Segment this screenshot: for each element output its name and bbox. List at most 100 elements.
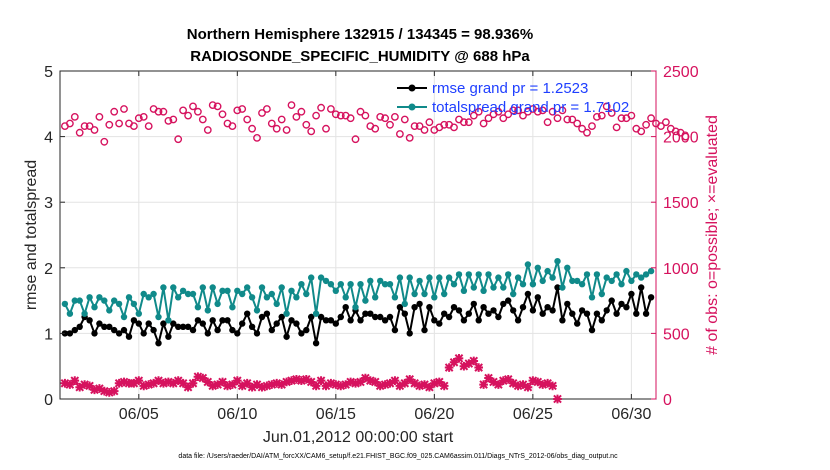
obs_evaluated-marker	[538, 380, 548, 389]
obs_possible-marker	[336, 111, 345, 120]
obs_possible-marker	[184, 111, 193, 120]
y-right-tick-label: 1000	[663, 261, 699, 278]
rmse-point	[519, 304, 527, 311]
obs_evaluated-marker	[213, 380, 222, 389]
obs_evaluated-marker	[297, 376, 306, 385]
rmse-point	[120, 326, 128, 334]
totalspread-point	[244, 284, 251, 291]
totalspread-point	[574, 277, 581, 285]
rmse-point	[544, 304, 551, 311]
totalspread-point	[278, 284, 285, 291]
totalspread-point	[647, 267, 655, 275]
totalspread-point	[362, 297, 369, 304]
obs_evaluated-marker	[178, 378, 188, 388]
footnote-data-file: data file: /Users/raeder/DAI/ATM_forcXX/…	[178, 453, 618, 460]
obs_possible-marker	[499, 114, 508, 123]
totalspread-point	[288, 287, 295, 294]
obs_evaluated-marker	[439, 381, 449, 391]
obs_evaluated-marker	[543, 378, 552, 388]
obs_possible-marker	[218, 110, 227, 119]
totalspread-point	[401, 300, 408, 308]
obs_possible-marker	[233, 106, 242, 115]
rmse-point	[588, 326, 596, 334]
rmse-point	[283, 333, 290, 340]
obs_possible-marker	[144, 122, 153, 131]
rmse-point	[514, 317, 522, 324]
obs_possible-marker	[607, 109, 616, 117]
x-axis-label: Jun.01,2012 00:00:00 start	[263, 429, 454, 446]
rmse-point	[386, 313, 394, 321]
x-tick-label: 06/15	[316, 406, 356, 423]
obs_evaluated-marker	[494, 380, 503, 389]
totalspread-point	[367, 277, 374, 285]
rmse-point	[377, 313, 384, 321]
y-right-tick-label: 500	[663, 326, 690, 343]
obs_possible-marker	[356, 107, 365, 116]
obs_evaluated-marker	[415, 381, 424, 391]
x-tick-label: 06/20	[414, 406, 454, 423]
obs_evaluated-marker	[198, 373, 208, 383]
obs_possible-marker	[110, 107, 119, 116]
rmse-point	[633, 310, 640, 317]
totalspread-point	[219, 287, 226, 294]
totalspread-point	[248, 294, 256, 301]
obs_possible-marker	[322, 124, 330, 133]
rmse-point	[564, 300, 571, 308]
totalspread-point	[475, 271, 482, 278]
obs_possible-marker	[213, 102, 222, 111]
obs_evaluated-marker	[134, 376, 144, 385]
legend-spread-marker	[408, 103, 416, 111]
rmse-point	[396, 304, 404, 311]
totalspread-point	[603, 274, 610, 281]
y-right-tick-label: 2000	[663, 130, 699, 147]
totalspread-point	[480, 287, 487, 294]
obs_evaluated-marker	[375, 381, 385, 391]
totalspread-point	[263, 294, 271, 301]
obs_possible-marker	[381, 114, 389, 123]
totalspread-point	[61, 300, 69, 308]
totalspread-point	[460, 287, 468, 294]
totalspread-point	[416, 277, 423, 285]
rmse-point	[165, 333, 172, 340]
obs_possible-marker	[548, 107, 557, 116]
totalspread-point	[155, 313, 162, 321]
rmse-point	[559, 317, 566, 324]
totalspread-point	[130, 300, 138, 308]
rmse-point	[401, 310, 408, 317]
rmse-point	[91, 330, 98, 337]
obs_evaluated-marker	[365, 376, 375, 385]
totalspread-point	[150, 290, 157, 298]
rmse-point	[391, 326, 399, 334]
obs_evaluated-marker	[370, 377, 380, 387]
totalspread-point	[593, 271, 601, 278]
totalspread-point	[583, 271, 591, 278]
rmse-point	[490, 307, 497, 314]
obs_possible-marker	[415, 122, 424, 131]
rmse-point	[623, 304, 630, 311]
rmse-point	[603, 307, 610, 314]
obs_evaluated-marker	[420, 380, 429, 389]
obs_evaluated-marker	[242, 378, 252, 388]
obs_evaluated-marker	[223, 381, 232, 391]
totalspread-point	[588, 294, 596, 301]
totalspread-point	[273, 300, 280, 308]
rmse-point	[317, 313, 325, 321]
obs_evaluated-marker	[218, 377, 227, 387]
obs_evaluated-marker	[104, 388, 114, 397]
rmse-point	[224, 317, 231, 324]
totalspread-point	[165, 317, 172, 324]
obs_possible-marker	[484, 114, 493, 123]
obs_evaluated-marker	[168, 378, 178, 388]
obs_evaluated-marker	[109, 386, 119, 396]
totalspread-point	[120, 313, 128, 321]
obs_evaluated-marker	[144, 380, 153, 389]
totalspread-point	[421, 290, 428, 298]
totalspread-point	[519, 281, 527, 288]
rmse-point	[524, 290, 532, 298]
totalspread-point	[101, 297, 108, 304]
x-tick-label: 06/05	[119, 406, 159, 423]
obs_evaluated-marker	[119, 377, 129, 387]
rmse-point	[101, 323, 108, 330]
obs_possible-marker	[174, 135, 183, 144]
totalspread-point	[209, 284, 216, 291]
